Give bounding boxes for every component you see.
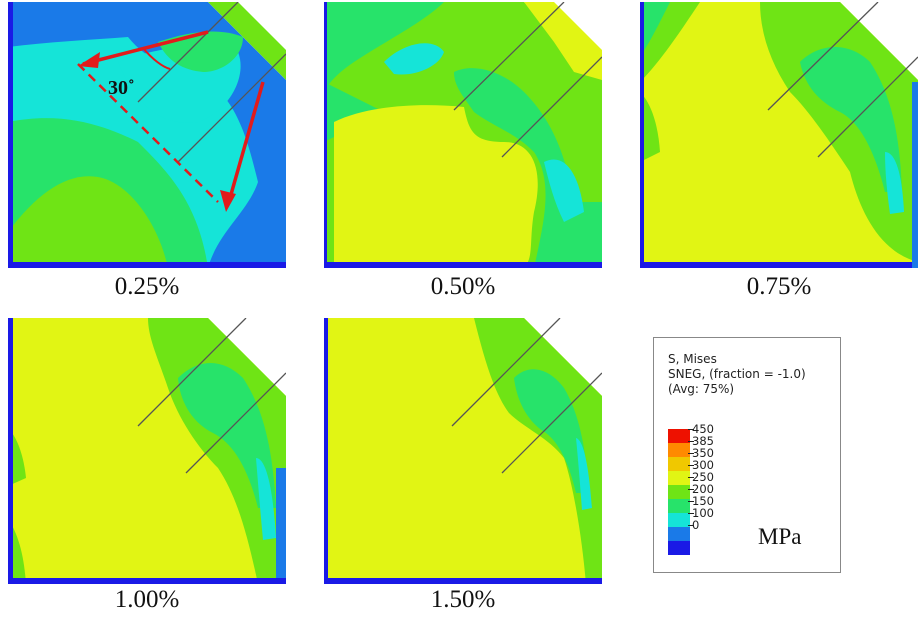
- legend-title-2: SNEG, (fraction = -1.0): [668, 367, 806, 381]
- contour-panel-050: [324, 2, 602, 268]
- legend-tick: 300: [688, 458, 714, 472]
- legend-tick: 0: [687, 518, 700, 532]
- contour-panel-075: [640, 2, 918, 268]
- legend-color-bar: [668, 429, 690, 555]
- legend-tick: 250: [688, 470, 714, 484]
- legend-tick: 100: [688, 506, 714, 520]
- legend-title-3: (Avg: 75%): [668, 382, 735, 396]
- contour-panel-025: 30˚: [8, 2, 286, 268]
- caption-050: 0.50%: [430, 273, 496, 300]
- caption-075: 0.75%: [746, 273, 812, 300]
- legend-tick: 385: [688, 434, 714, 448]
- caption-150: 1.50%: [430, 586, 496, 613]
- caption-025: 0.25%: [114, 273, 180, 300]
- legend-title-1: S, Mises: [668, 352, 717, 366]
- legend-tick: 200: [688, 482, 714, 496]
- legend-tick: 150: [688, 494, 714, 508]
- legend-tick: 450: [688, 422, 714, 436]
- legend-tick: 350: [688, 446, 714, 460]
- contour-panel-100: [8, 318, 286, 584]
- angle-label: 30˚: [108, 77, 135, 99]
- contour-panel-150: [324, 318, 602, 584]
- stress-legend: S, Mises SNEG, (fraction = -1.0) (Avg: 7…: [653, 337, 841, 573]
- caption-100: 1.00%: [114, 586, 180, 613]
- legend-unit: MPa: [758, 524, 802, 549]
